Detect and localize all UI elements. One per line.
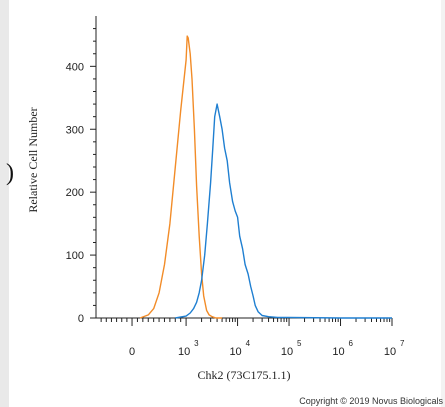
y-ticks: 0 100 200 300 400 (66, 28, 96, 325)
histogram-series-0 (139, 35, 223, 319)
x-tick-label: 10 (178, 346, 190, 358)
y-tick-label: 200 (66, 187, 84, 199)
x-tick-label: 10 (332, 346, 344, 358)
x-tick-label: 10 (229, 346, 241, 358)
copyright-notice: Copyright © 2019 Novus Biologicals (299, 396, 443, 406)
x-tick-label: 10 (384, 346, 396, 358)
y-tick-label: 100 (66, 250, 84, 262)
left-border-strip (0, 0, 9, 407)
clipped-parenthesis: ) (6, 160, 14, 186)
y-axis-title: Relative Cell Number (26, 107, 40, 212)
x-tick-exponent: 3 (194, 339, 199, 348)
x-tick-exponent: 4 (246, 339, 251, 348)
right-border-strip (441, 0, 445, 407)
y-tick-label: 400 (66, 61, 84, 73)
x-tick-exponent: 7 (400, 339, 405, 348)
x-tick-exponent: 6 (349, 339, 354, 348)
series-layer (139, 35, 392, 319)
x-tick-exponent: 5 (297, 339, 302, 348)
y-tick-label: 0 (78, 313, 84, 325)
x-ticks: 0 10 3 10 4 10 5 10 6 10 7 (100, 318, 405, 358)
y-tick-label: 300 (66, 124, 84, 136)
axes: 0 100 200 300 400 0 10 3 10 4 10 5 10 6 10 7 (66, 16, 405, 358)
histogram-series-1 (175, 103, 392, 319)
x-tick-label: 0 (129, 346, 135, 358)
x-tick-label: 10 (281, 346, 293, 358)
x-axis-title: Chk2 (73C175.1.1) (198, 368, 291, 382)
